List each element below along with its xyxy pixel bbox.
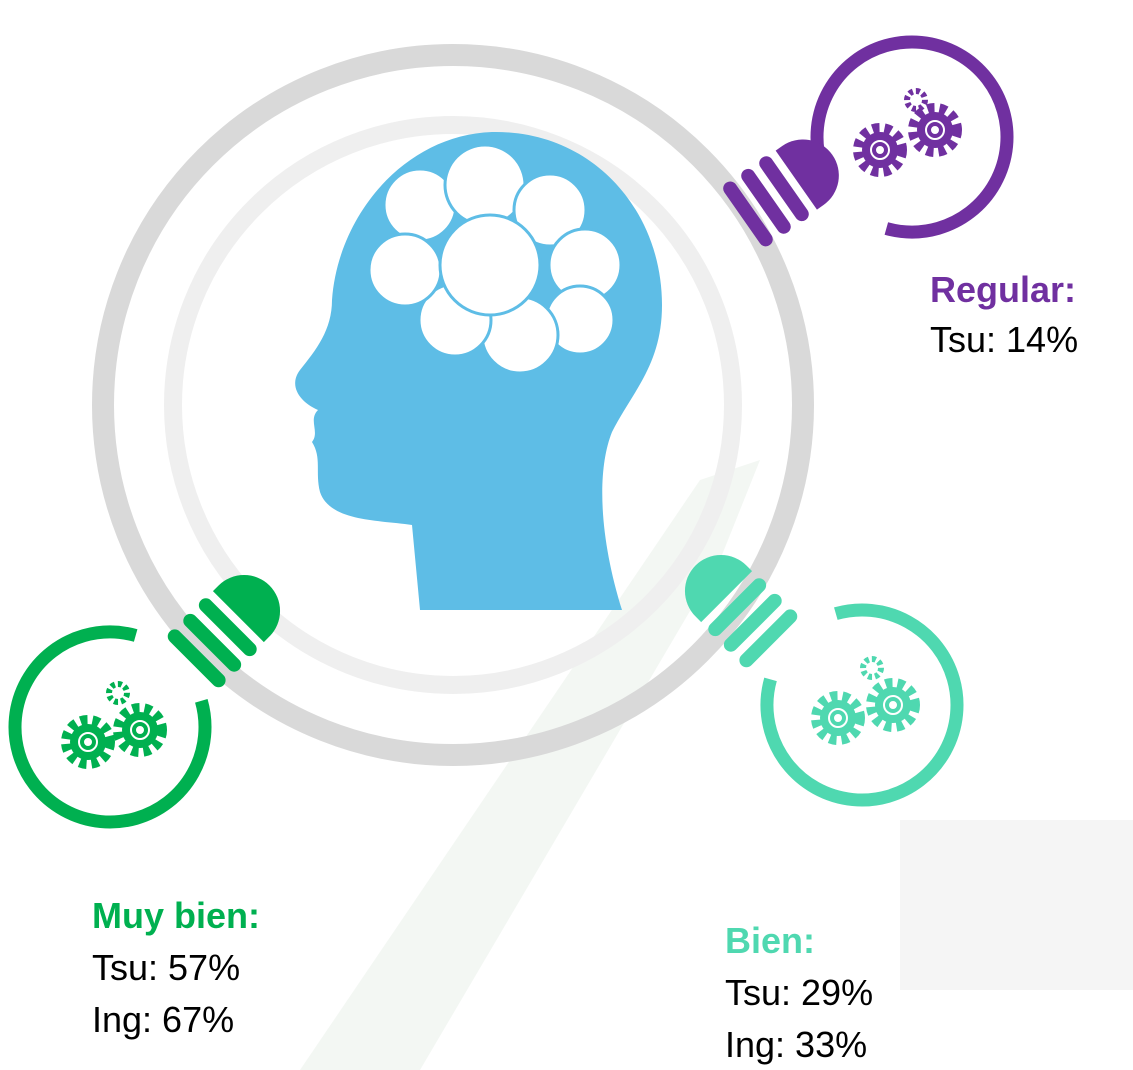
bulb-regular (720, 19, 1029, 254)
item-line: Tsu: 57% (92, 947, 240, 988)
item-title: Muy bien: (92, 895, 260, 936)
infographic: Regular: Tsu: 14% Muy bien: Tsu: 57% Ing… (0, 0, 1133, 1070)
item-title: Regular: (930, 269, 1076, 310)
item-line: Ing: 33% (725, 1024, 867, 1065)
item-line: Tsu: 14% (930, 319, 1078, 360)
item-line: Tsu: 29% (725, 972, 873, 1013)
item-line: Ing: 67% (92, 999, 234, 1040)
head-icon (295, 132, 662, 610)
bulb-bien (669, 539, 980, 823)
item-title: Bien: (725, 920, 815, 961)
